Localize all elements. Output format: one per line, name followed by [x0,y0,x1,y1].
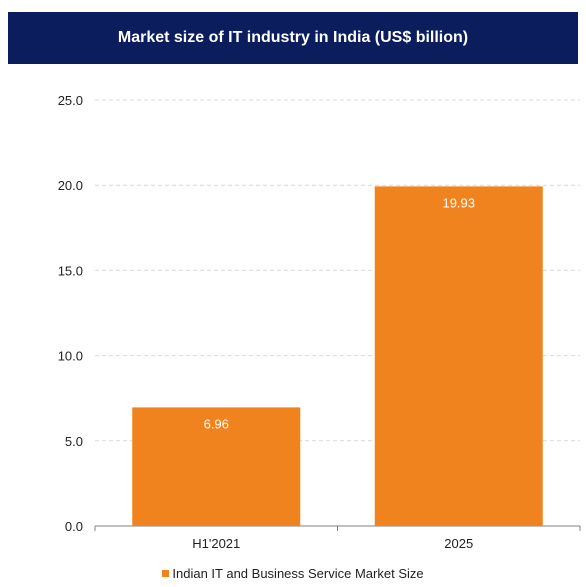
data-label: 19.93 [442,195,475,210]
legend-label: Indian IT and Business Service Market Si… [172,566,424,581]
bar-chart: 0.0 5.0 10.0 15.0 20.0 25.0 6.96 H1'2021 19.93 20… [58,93,581,551]
x-category-label: H1'2021 [192,536,240,551]
x-category-label: 2025 [444,536,473,551]
bar [374,186,543,526]
y-tick-label: 10.0 [58,349,83,364]
chart-title-bar: Market size of IT industry in India (US$… [8,12,578,64]
y-tick-label: 20.0 [58,178,83,193]
y-tick-label: 0.0 [65,519,83,534]
y-tick-label: 5.0 [65,434,83,449]
data-label: 6.96 [204,416,229,431]
y-tick-label: 25.0 [58,93,83,108]
bar [132,407,301,526]
y-tick-label: 15.0 [58,263,83,278]
legend-swatch [162,570,170,577]
chart-legend: Indian IT and Business Service Market Si… [0,566,586,581]
chart-title: Market size of IT industry in India (US$… [117,29,469,46]
